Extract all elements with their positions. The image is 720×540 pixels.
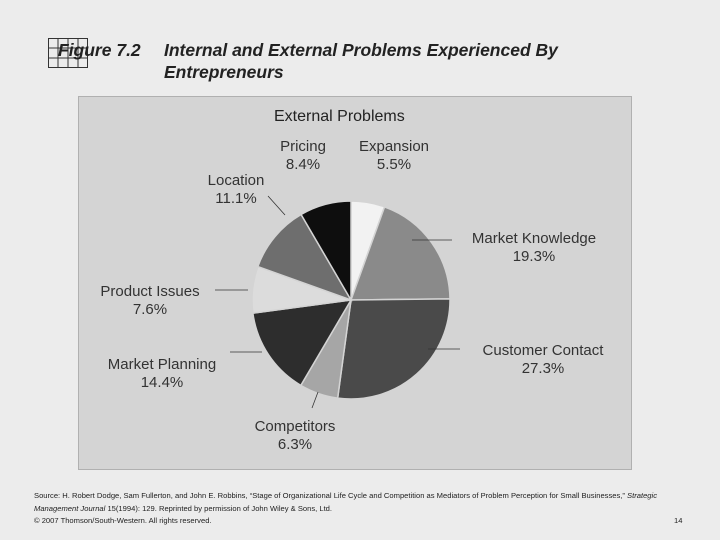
pie-label-value: 5.5% (376, 156, 412, 173)
pie-label-name: Competitors (254, 418, 336, 435)
pie-label-product-issues: Product Issues 7.6% (80, 283, 220, 319)
pie-slice-market-planning (252, 299, 353, 387)
pie-label-name: Market Planning (107, 356, 217, 373)
page-number: 14 (674, 516, 683, 525)
leader-line-competitors (311, 391, 319, 409)
chart-title: External Problems (274, 108, 405, 125)
pie-slice-market-knowledge (349, 205, 451, 301)
pie-label-market-planning: Market Planning 14.4% (92, 356, 232, 392)
source-prefix: Source: H. Robert Dodge, Sam Fullerton, … (34, 491, 628, 500)
pie-label-pricing: Pricing 8.4% (233, 138, 373, 174)
pie-label-value: 8.4% (285, 156, 321, 173)
source-suffix: 15(1994): 129. Reprinted by permission o… (105, 503, 333, 513)
pie-label-name: Product Issues (100, 283, 200, 300)
pie-label-name: Expansion (358, 138, 430, 155)
source-journal: Strategic Management Journal (34, 491, 657, 513)
pie-slice-customer-contact (336, 298, 451, 400)
pie-label-competitors: Competitors 6.3% (225, 418, 365, 454)
leader-line-location (267, 195, 286, 216)
source-citation: Source: H. Robert Dodge, Sam Fullerton, … (34, 490, 674, 515)
pie-label-location: Location 11.1% (166, 172, 306, 208)
pie-slice-pricing (300, 200, 352, 303)
pie-label-value: 14.4% (140, 374, 184, 391)
pie-label-expansion: Expansion 5.5% (324, 138, 464, 174)
pie-label-market-knowledge: Market Knowledge 19.3% (464, 230, 604, 266)
pie-label-customer-contact: Customer Contact 27.3% (473, 342, 613, 378)
pie-label-name: Customer Contact (482, 342, 604, 359)
pie-label-name: Location (207, 172, 265, 189)
pie-label-value: 11.1% (215, 190, 257, 207)
figure-title-line2: Entrepreneurs (164, 62, 284, 82)
figure-title-line1: Internal and External Problems Experienc… (164, 40, 558, 60)
figure-number: Figure 7.2 (58, 40, 141, 60)
pie-label-value: 27.3% (521, 360, 565, 377)
pie-label-value: 19.3% (512, 248, 556, 265)
pie-label-value: 7.6% (132, 301, 168, 318)
figure-title: Figure 7.2 Internal and External Problems… (58, 39, 658, 83)
pie-slice-location (256, 213, 353, 302)
pie-label-value: 6.3% (277, 436, 313, 453)
pie-label-name: Pricing (280, 138, 326, 155)
pie-label-name: Market Knowledge (471, 230, 597, 247)
copyright-notice: © 2007 Thomson/South-Western. All rights… (34, 516, 212, 525)
grid-logo-icon (48, 38, 88, 68)
